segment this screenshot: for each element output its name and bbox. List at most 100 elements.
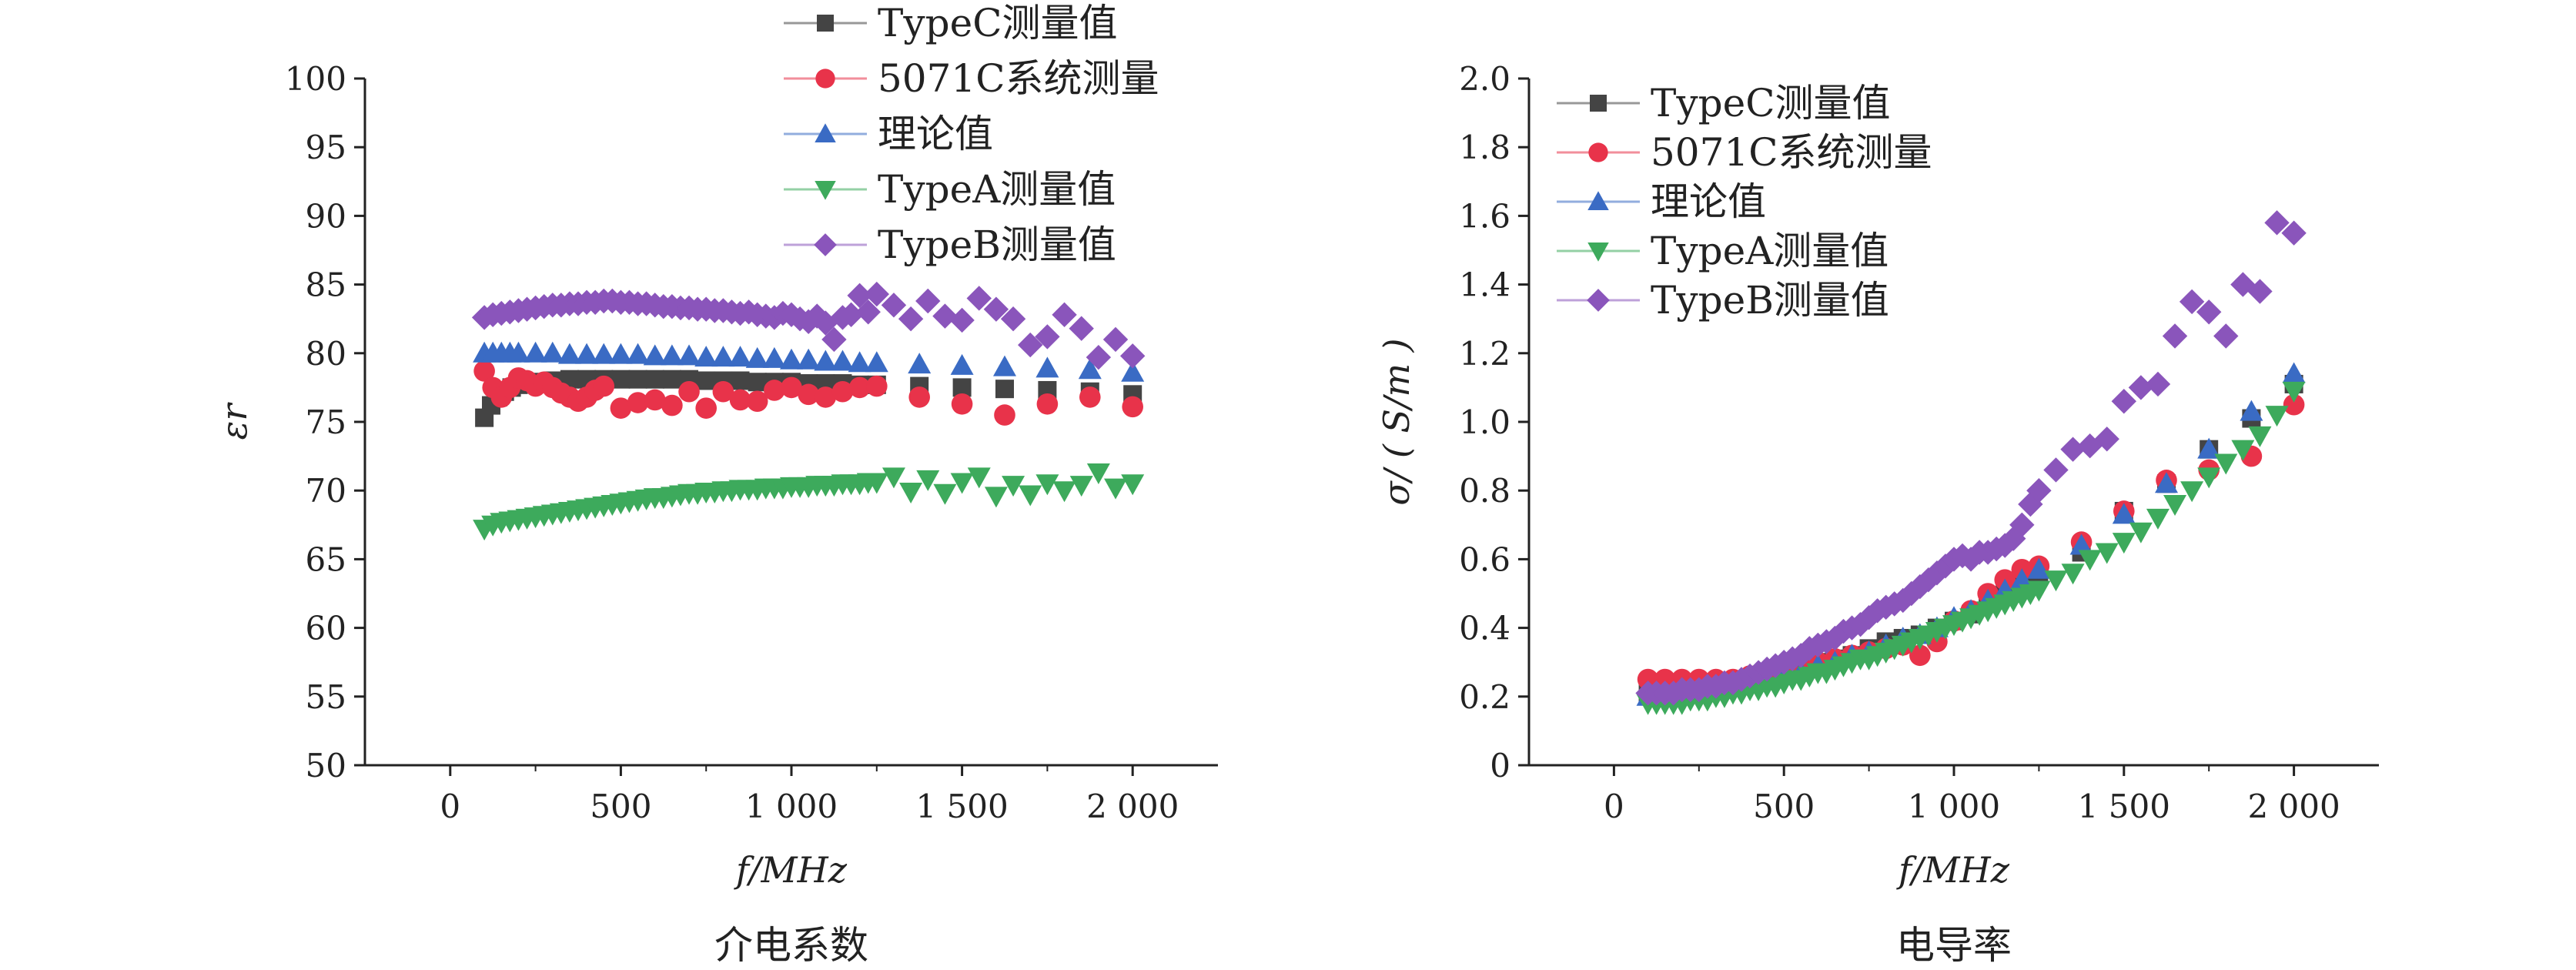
data-point xyxy=(473,360,495,382)
data-point xyxy=(762,346,786,368)
data-point xyxy=(814,350,838,371)
data-point xyxy=(933,483,957,505)
data-point xyxy=(2282,381,2306,403)
legend-label: TypeC测量值 xyxy=(1651,81,1890,125)
y-tick-label: 55 xyxy=(306,678,346,716)
data-point xyxy=(993,355,1016,376)
data-point xyxy=(2162,323,2188,349)
data-point xyxy=(780,348,803,370)
data-point xyxy=(643,344,667,366)
data-point xyxy=(1121,360,1145,382)
legend-label: TypeA测量值 xyxy=(878,167,1116,212)
legend-marker xyxy=(815,181,836,200)
data-point xyxy=(797,348,821,370)
data-point xyxy=(1035,474,1059,496)
x-tick-label: 2 000 xyxy=(2247,788,2340,825)
data-point xyxy=(2027,557,2051,579)
series-circle xyxy=(1637,393,2305,691)
x-tick-label: 0 xyxy=(1604,788,1624,825)
data-point xyxy=(950,473,974,494)
data-point xyxy=(781,376,802,399)
legend-label: TypeA测量值 xyxy=(1651,229,1889,273)
data-point xyxy=(2248,426,2272,447)
y-tick-label: 0.4 xyxy=(1459,610,1510,647)
data-point xyxy=(966,286,992,311)
data-point xyxy=(2265,406,2289,427)
data-point xyxy=(1002,476,1025,497)
legend-marker xyxy=(815,123,836,142)
data-point xyxy=(865,351,888,373)
y-tick-label: 1.8 xyxy=(1459,129,1510,166)
data-point xyxy=(2281,220,2307,246)
series-diamond xyxy=(1635,210,2307,706)
data-point xyxy=(2095,543,2119,564)
data-point xyxy=(645,370,664,389)
y-tick-label: 1.0 xyxy=(1459,403,1510,441)
data-point xyxy=(712,380,734,403)
data-point xyxy=(764,380,785,401)
data-point xyxy=(2111,389,2136,414)
data-point xyxy=(821,326,847,353)
y-tick-label: 1.6 xyxy=(1459,197,1510,235)
y-tick-label: 100 xyxy=(285,60,346,98)
data-point xyxy=(2283,393,2305,416)
data-point xyxy=(2155,472,2178,493)
data-point xyxy=(746,390,768,413)
y-tick-label: 0 xyxy=(1490,747,1510,784)
data-point xyxy=(1086,463,1110,485)
y-tick-label: 50 xyxy=(306,747,346,784)
data-point xyxy=(609,343,633,364)
data-point xyxy=(881,293,907,318)
data-point xyxy=(748,373,767,392)
data-point xyxy=(728,346,752,367)
series-diamond xyxy=(471,281,1146,370)
data-point xyxy=(677,344,701,366)
data-point xyxy=(2163,495,2187,517)
data-point xyxy=(1822,625,1848,651)
data-point xyxy=(967,467,991,489)
data-point xyxy=(2146,508,2170,530)
data-point xyxy=(1035,324,1060,350)
data-point xyxy=(2129,522,2153,544)
data-point xyxy=(2027,580,2051,602)
data-point xyxy=(866,375,888,397)
data-point xyxy=(1069,316,1094,341)
data-point xyxy=(949,307,975,333)
data-point xyxy=(831,350,855,371)
data-point xyxy=(848,376,871,399)
legend-marker xyxy=(1587,242,1609,262)
data-point xyxy=(2009,512,2035,537)
data-point xyxy=(592,343,616,364)
series-triangle-up xyxy=(1636,362,2306,706)
x-tick-label: 500 xyxy=(1753,788,1815,825)
data-point xyxy=(2112,503,2136,524)
legend-marker xyxy=(817,15,834,32)
data-point xyxy=(1078,358,1102,380)
data-point xyxy=(950,353,974,375)
data-point xyxy=(1052,481,1076,503)
y-tick-label: 1.4 xyxy=(1459,266,1510,304)
y-tick-label: 75 xyxy=(306,403,346,441)
data-point xyxy=(1909,644,1931,667)
legend-marker xyxy=(1587,289,1610,312)
data-point xyxy=(2214,453,2238,475)
data-point xyxy=(848,351,871,373)
data-point xyxy=(1848,611,1873,637)
legend-label: 5071C系统测量 xyxy=(878,56,1159,101)
data-point xyxy=(2044,570,2068,592)
chart-subtitle: 介电系数 xyxy=(714,923,868,968)
data-point xyxy=(1036,393,1059,415)
data-point xyxy=(2010,568,2034,590)
data-point xyxy=(994,404,1015,426)
data-point xyxy=(798,383,819,406)
x-tick-label: 1 000 xyxy=(745,788,838,825)
data-point xyxy=(2196,299,2222,325)
data-point xyxy=(575,343,599,364)
data-point xyxy=(2078,550,2102,571)
y-tick-label: 80 xyxy=(306,335,346,373)
data-point xyxy=(1079,386,1101,408)
data-point xyxy=(908,386,930,408)
data-point xyxy=(1086,344,1112,370)
x-tick-label: 1 500 xyxy=(915,788,1008,825)
